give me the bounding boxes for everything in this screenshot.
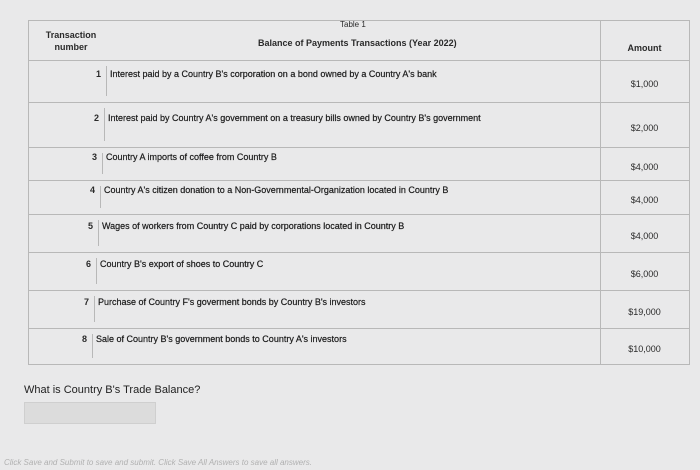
row-number: 6 xyxy=(86,259,92,269)
row-description: Purchase of Country F's goverment bonds … xyxy=(98,297,366,307)
number-divider xyxy=(96,258,97,284)
row-number: 7 xyxy=(84,297,90,307)
answer-input[interactable] xyxy=(24,402,156,424)
row-number: 3 xyxy=(92,151,98,162)
row-number: 2 xyxy=(94,112,100,123)
table-border xyxy=(28,20,29,364)
column-header: Amount xyxy=(627,43,662,53)
number-divider xyxy=(98,220,99,246)
row-description: Country B's export of shoes to Country C xyxy=(100,259,264,269)
footer-note: Click Save and Submit to save and submit… xyxy=(4,458,312,467)
row-amount: $10,000 xyxy=(628,344,661,354)
row-border xyxy=(28,147,690,148)
table-label: Table 1 xyxy=(340,20,366,29)
row-description: Wages of workers from Country C paid by … xyxy=(102,221,405,231)
number-divider xyxy=(100,186,101,208)
number-divider xyxy=(104,108,105,141)
row-amount: $4,000 xyxy=(630,161,659,172)
row-amount: $6,000 xyxy=(630,269,659,279)
row-description: Sale of Country B's government bonds to … xyxy=(96,334,347,344)
row-border xyxy=(28,290,690,291)
row-number: 4 xyxy=(90,185,96,195)
row-number: 1 xyxy=(96,69,102,79)
row-border xyxy=(28,328,690,329)
row-description: Interest paid by Country A's government … xyxy=(108,112,481,123)
row-border xyxy=(28,180,690,181)
row-border xyxy=(28,102,690,103)
row-border xyxy=(28,60,690,61)
row-border xyxy=(28,214,690,215)
row-border xyxy=(28,364,690,365)
table-title: Balance of Payments Transactions (Year 2… xyxy=(258,38,457,48)
number-divider xyxy=(106,66,107,96)
column-header: Transaction number xyxy=(45,30,97,52)
column-divider xyxy=(600,20,601,364)
row-amount: $1,000 xyxy=(630,79,659,89)
row-amount: $4,000 xyxy=(630,231,659,241)
row-description: Interest paid by a Country B's corporati… xyxy=(110,69,437,79)
row-amount: $2,000 xyxy=(630,122,659,133)
number-divider xyxy=(102,153,103,174)
row-number: 8 xyxy=(82,334,88,344)
row-description: Country A imports of coffee from Country… xyxy=(106,151,277,162)
table-border xyxy=(689,20,690,364)
row-description: Country A's citizen donation to a Non-Go… xyxy=(104,185,449,195)
row-border xyxy=(28,252,690,253)
question: What is Country B's Trade Balance? xyxy=(24,384,201,396)
row-amount: $19,000 xyxy=(628,307,661,317)
row-number: 5 xyxy=(88,221,94,231)
number-divider xyxy=(94,296,95,322)
number-divider xyxy=(92,334,93,358)
table-border xyxy=(28,20,690,21)
row-amount: $4,000 xyxy=(630,195,659,205)
